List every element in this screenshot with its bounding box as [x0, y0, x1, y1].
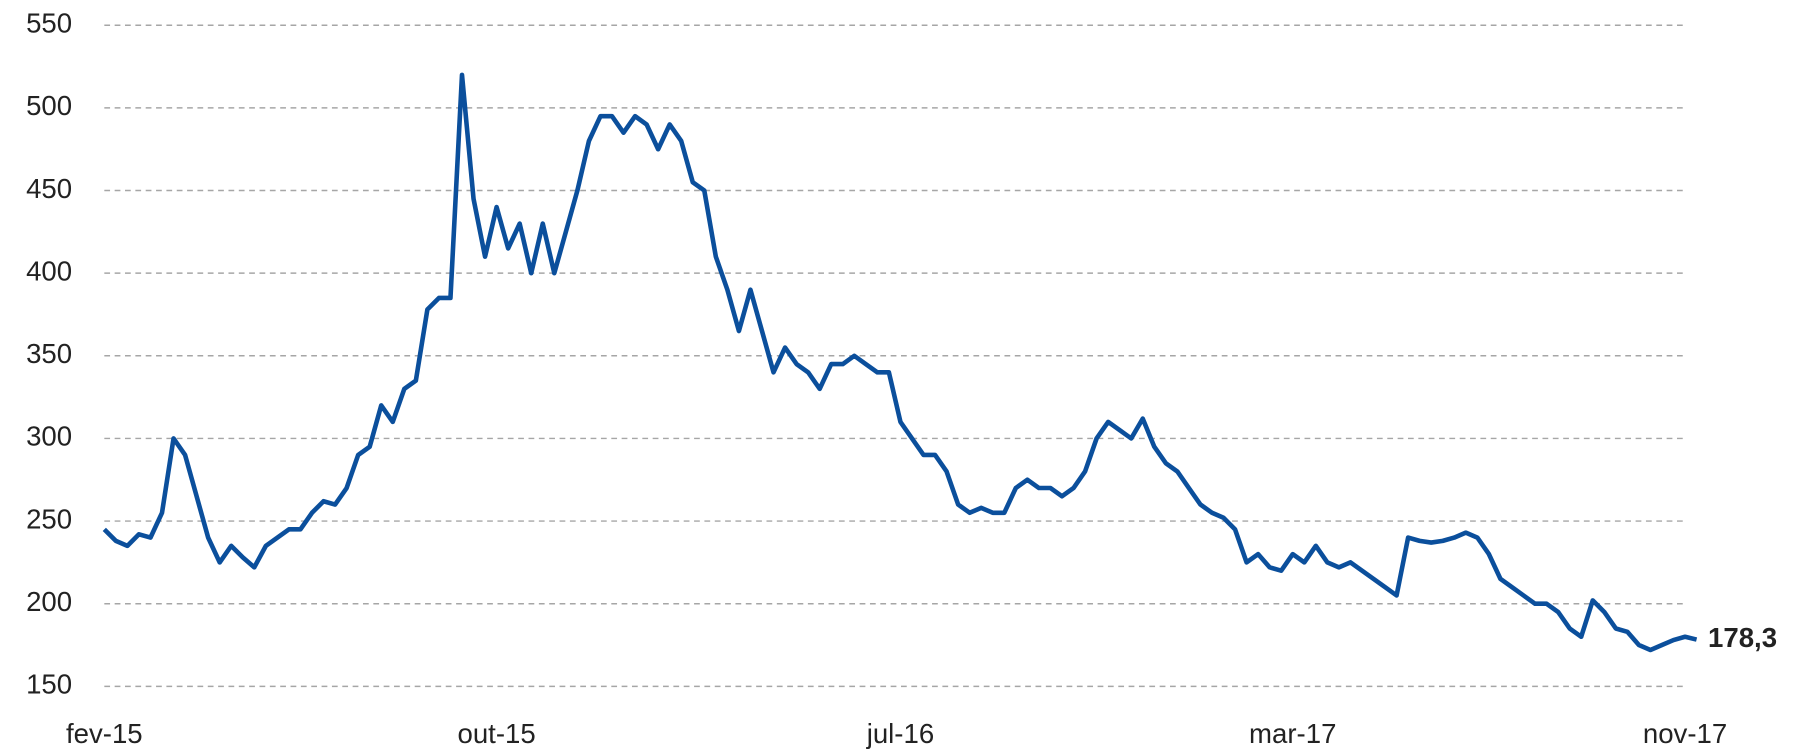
x-tick-label: nov-17 [1643, 718, 1727, 749]
y-tick-label: 350 [26, 338, 72, 369]
x-tick-label: out-15 [458, 718, 536, 749]
line-series [102, 72, 1698, 653]
y-tick-label: 250 [26, 503, 72, 534]
x-tick-label: mar-17 [1249, 718, 1336, 749]
end-value-label: 178,3 [1708, 622, 1777, 653]
y-tick-label: 300 [26, 421, 72, 452]
x-tick-label: fev-15 [66, 718, 143, 749]
y-tick-label: 450 [26, 173, 72, 204]
x-tick-label: jul-16 [866, 718, 934, 749]
y-tick-label: 150 [26, 669, 72, 700]
y-tick-label: 550 [26, 8, 72, 39]
y-tick-label: 400 [26, 255, 72, 286]
y-tick-label: 200 [26, 586, 72, 617]
y-tick-label: 500 [26, 90, 72, 121]
